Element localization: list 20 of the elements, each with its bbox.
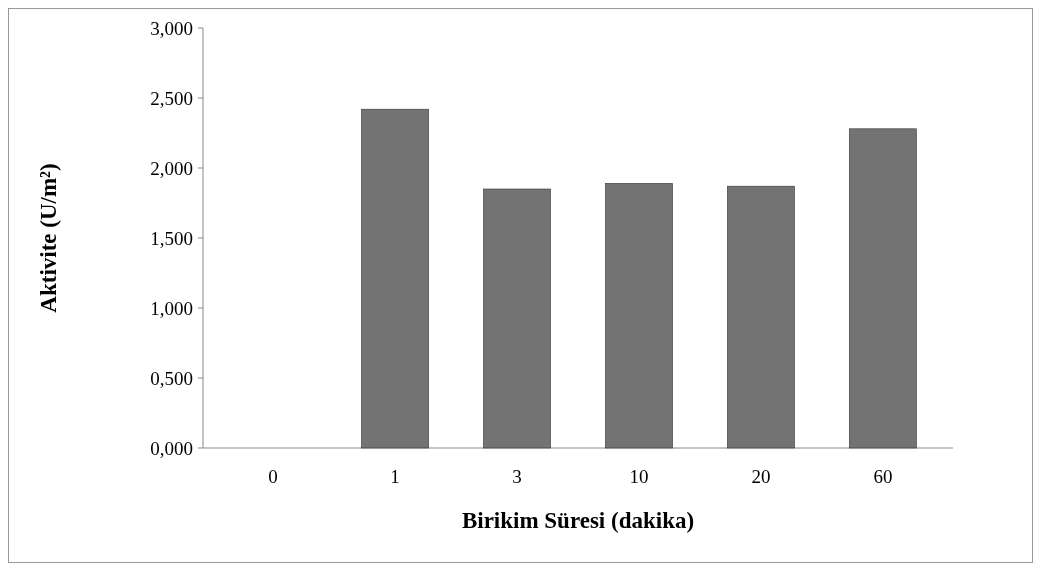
y-tick-label: 1,000 <box>150 297 193 319</box>
bar <box>483 188 551 449</box>
y-tick-label: 0,000 <box>150 437 193 459</box>
bar <box>849 128 917 449</box>
y-axis-title: Aktivite (U/m²) <box>36 163 61 313</box>
x-tick-label: 10 <box>629 466 649 487</box>
x-tick-label: 3 <box>512 466 522 487</box>
bar <box>727 185 795 449</box>
bar <box>605 183 673 449</box>
x-tick-label: 60 <box>873 466 893 487</box>
x-tick-label: 0 <box>268 466 278 487</box>
x-tick-label: 1 <box>390 466 400 487</box>
x-axis-title: Birikim Süresi (dakika) <box>461 508 695 533</box>
y-tick-label: 2,000 <box>150 157 193 179</box>
x-tick-label: 20 <box>751 466 771 487</box>
bar <box>361 108 429 449</box>
y-tick-label: 1,500 <box>150 227 193 249</box>
y-tick-label: 2,500 <box>150 87 193 109</box>
y-tick-label: 3,000 <box>150 17 193 39</box>
y-tick-label: 0,500 <box>150 367 193 389</box>
